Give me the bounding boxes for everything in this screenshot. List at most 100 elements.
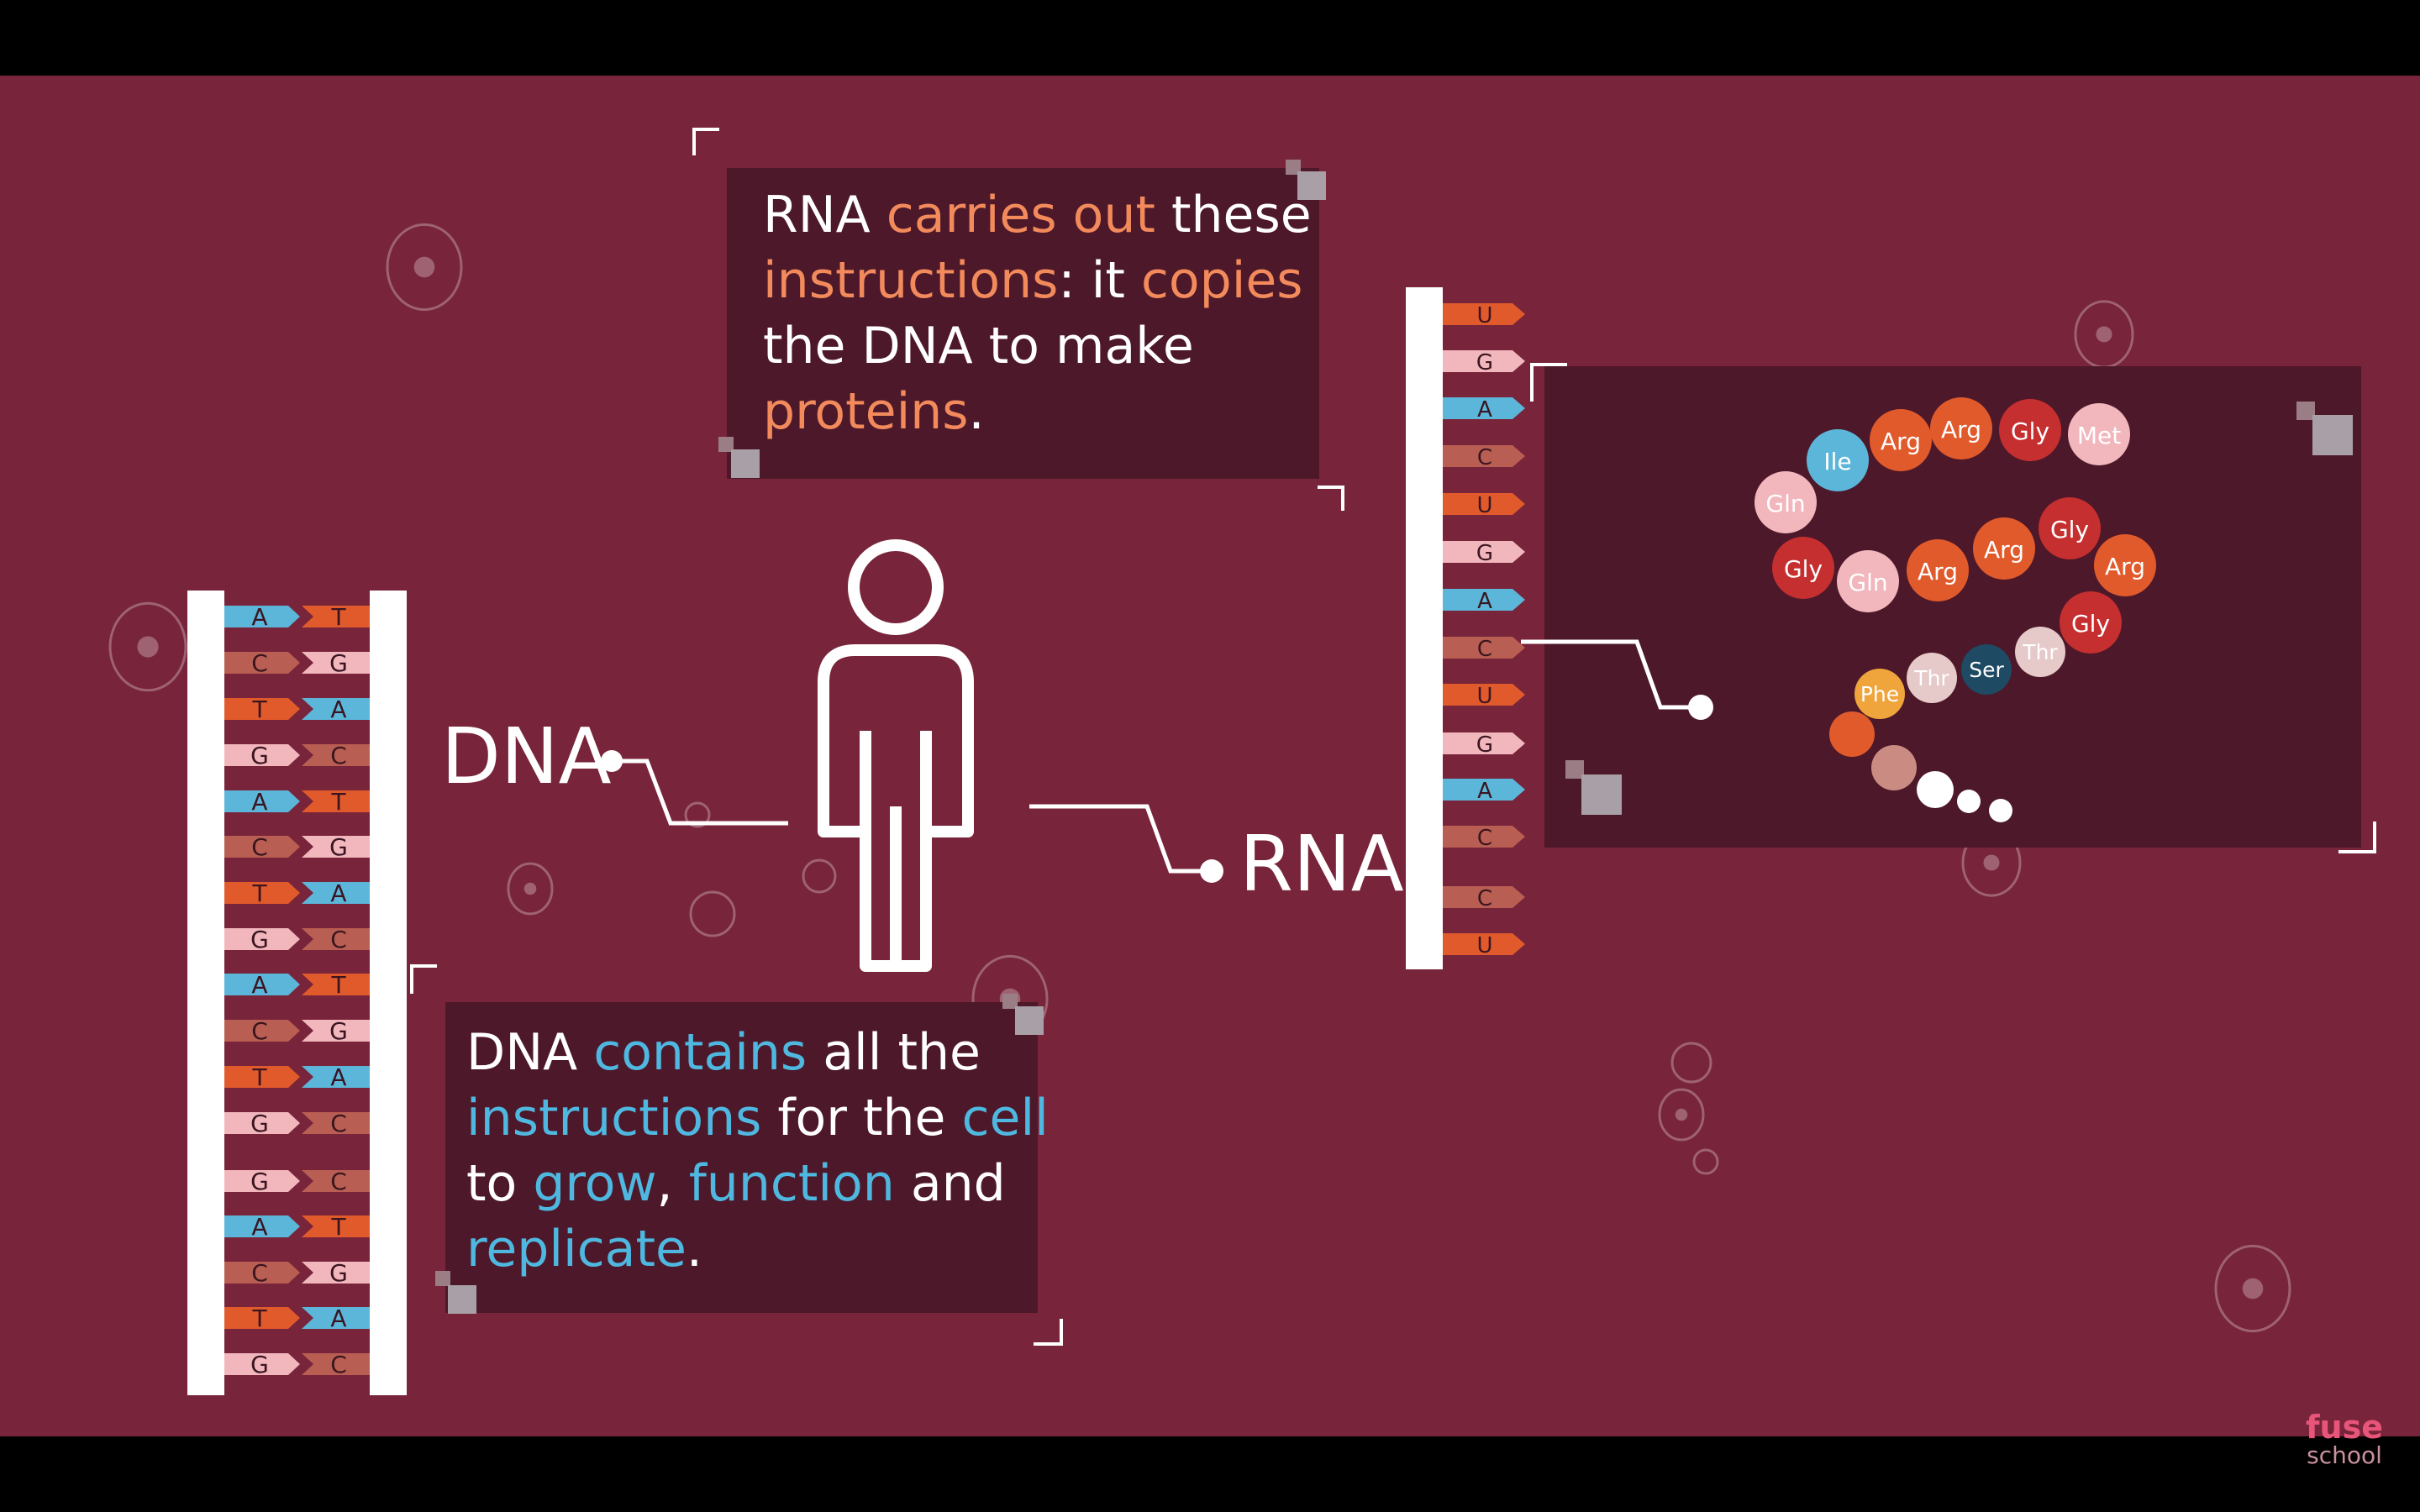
rna-base-letter: U — [1476, 933, 1492, 958]
dna-base-letter-right: A — [330, 696, 346, 723]
corner-square — [1002, 994, 1018, 1009]
rna-base-shape — [1443, 350, 1525, 372]
text-segment: replicate — [466, 1220, 687, 1278]
rna-base: A — [1443, 779, 1525, 804]
corner-square — [1581, 774, 1622, 815]
rna-base-letter: U — [1476, 493, 1492, 518]
corner-square — [1565, 760, 1584, 779]
amino-acid: Arg — [1930, 397, 1992, 459]
dna-base-letter-left: A — [251, 603, 267, 631]
cell-icon — [108, 601, 187, 692]
rna-connector — [1029, 804, 1223, 883]
dna-base-letter-left: G — [250, 1351, 269, 1378]
amino-acid-bead — [1854, 669, 1905, 719]
dna-base-left — [224, 652, 300, 674]
amino-acid: Gly — [1772, 537, 1834, 599]
dna-base-right — [302, 652, 370, 674]
dna-label: DNA — [441, 711, 612, 801]
dna-base-right — [302, 1112, 370, 1134]
dna-base-letter-left: C — [251, 833, 268, 861]
rna-base-shape — [1443, 684, 1525, 706]
dna-base-letter-right: A — [330, 1063, 346, 1091]
dna-base-letter-left: A — [251, 971, 267, 999]
rna-base: C — [1443, 445, 1525, 470]
bubble — [684, 801, 711, 828]
text-segment: instructions — [763, 251, 1058, 310]
person-icon — [818, 539, 974, 972]
rna-info-text: RNA carries out these instructions: it co… — [763, 186, 1312, 441]
corner-square — [1015, 1006, 1044, 1035]
bottom-letterbox — [0, 1436, 2420, 1512]
text-segment: all the — [807, 1023, 981, 1082]
amino-acid-bead — [1930, 397, 1992, 459]
amino-acid-label: Gly — [2071, 610, 2110, 638]
dna-backbone-left — [187, 591, 224, 1395]
brand-logo-bottom: school — [2307, 1441, 2382, 1469]
rna-base: C — [1443, 637, 1525, 662]
corner-bracket — [2338, 822, 2376, 853]
amino-acid-label: Ser — [1969, 658, 2004, 682]
corner-square — [2312, 415, 2353, 455]
rna-base: G — [1443, 732, 1525, 758]
dna-base-letter-right: G — [329, 1259, 348, 1287]
rna-base-shape — [1443, 541, 1525, 563]
dna-base-right — [302, 698, 370, 720]
amino-acid-bead — [1870, 409, 1932, 471]
dna-base-letter-right: C — [330, 926, 347, 953]
dna-base-letter-left: T — [251, 696, 267, 723]
text-segment: function — [689, 1154, 895, 1213]
amino-acid: Arg — [1907, 539, 1969, 601]
rna-base-letter: G — [1476, 541, 1493, 566]
amino-acid: Arg — [1870, 409, 1932, 471]
text-segment: instructions — [466, 1089, 761, 1147]
dna-base-right — [302, 882, 370, 904]
corner-bracket — [1318, 486, 1344, 511]
rna-base-letter: C — [1477, 445, 1492, 470]
amino-acid-bead — [1754, 471, 1817, 533]
dna-connector — [601, 750, 788, 826]
rna-protein-connector — [1521, 639, 1713, 720]
rna-base-shape — [1443, 303, 1525, 325]
rna-base-shape — [1443, 637, 1525, 659]
amino-acid-label: Arg — [1984, 536, 2024, 564]
corner-bracket — [410, 964, 437, 994]
dna-base-right — [302, 744, 370, 766]
rna-base-letter: C — [1477, 826, 1492, 851]
text-segment: , — [657, 1154, 689, 1213]
amino-acid-bead — [1917, 771, 1954, 808]
dna-base-left — [224, 1215, 300, 1237]
amino-acid-bead — [2094, 534, 2156, 596]
amino-acid-bead — [1989, 799, 2012, 822]
amino-acid: Met — [2068, 403, 2130, 465]
dna-base-letter-right: C — [330, 1110, 347, 1137]
rna-backbone — [1406, 287, 1443, 969]
dna-base-right — [302, 1066, 370, 1088]
text-segment: DNA — [466, 1023, 593, 1082]
amino-acid-chain: Met Gly Arg Arg Ile Gln Gly Gln Arg Arg Gly Arg Gly T… — [1754, 397, 2156, 822]
dna-base-letter-left: A — [251, 788, 267, 816]
text-segment: for the — [761, 1089, 961, 1147]
amino-acid-label: Arg — [1941, 416, 1981, 444]
dna-base-left — [224, 1170, 300, 1192]
rna-base-letter: A — [1477, 589, 1492, 614]
dna-base-left — [224, 606, 300, 627]
rna-base: A — [1443, 397, 1525, 423]
dna-base-letter-left: G — [250, 926, 269, 953]
dna-base-left — [224, 790, 300, 812]
text-segment: cell — [962, 1089, 1049, 1147]
amino-acid-bead — [1999, 399, 2061, 461]
dna-base-left — [224, 882, 300, 904]
dna-base-left — [224, 1066, 300, 1088]
text-segment: . — [969, 382, 985, 441]
rna-base: A — [1443, 589, 1525, 614]
amino-acid-label: Gly — [2011, 417, 2049, 445]
